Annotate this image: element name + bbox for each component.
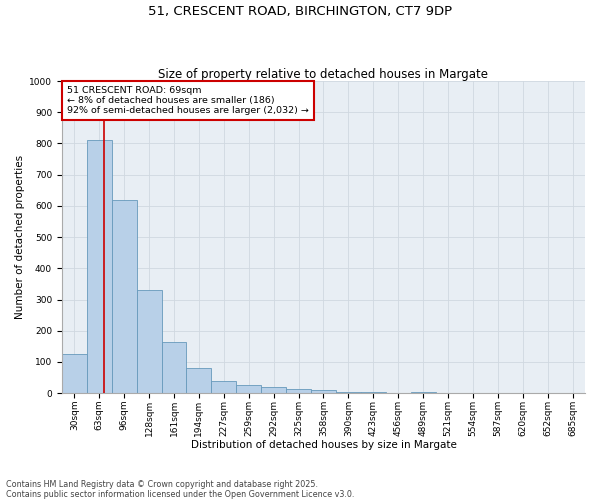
Text: 51 CRESCENT ROAD: 69sqm
← 8% of detached houses are smaller (186)
92% of semi-de: 51 CRESCENT ROAD: 69sqm ← 8% of detached… [67, 86, 309, 116]
Bar [311, 390, 336, 393]
Bar [286, 388, 311, 393]
Bar [62, 354, 87, 393]
Bar [361, 392, 386, 393]
Bar [187, 368, 211, 393]
Bar [211, 380, 236, 393]
Title: Size of property relative to detached houses in Margate: Size of property relative to detached ho… [158, 68, 488, 81]
Bar [336, 392, 361, 393]
Y-axis label: Number of detached properties: Number of detached properties [15, 155, 25, 319]
Bar [161, 342, 187, 393]
Text: Contains HM Land Registry data © Crown copyright and database right 2025.
Contai: Contains HM Land Registry data © Crown c… [6, 480, 355, 499]
Bar [137, 290, 161, 393]
Bar [236, 386, 261, 393]
Bar [87, 140, 112, 393]
Bar [261, 387, 286, 393]
Bar [112, 200, 137, 393]
Bar [410, 392, 436, 393]
Text: 51, CRESCENT ROAD, BIRCHINGTON, CT7 9DP: 51, CRESCENT ROAD, BIRCHINGTON, CT7 9DP [148, 5, 452, 18]
X-axis label: Distribution of detached houses by size in Margate: Distribution of detached houses by size … [191, 440, 457, 450]
